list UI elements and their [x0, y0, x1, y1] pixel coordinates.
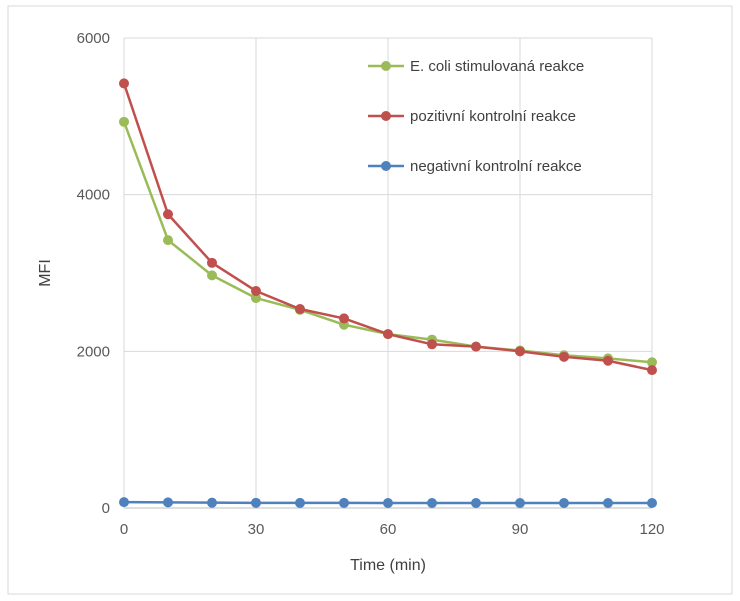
legend-item: E. coli stimulovaná reakce: [368, 58, 584, 75]
data-point: [295, 304, 305, 315]
x-axis-title: Time (min): [350, 557, 426, 574]
data-point: [471, 341, 481, 352]
data-point: [647, 357, 657, 368]
data-point: [515, 497, 525, 508]
y-tick-label: 2000: [77, 343, 110, 360]
data-point: [251, 497, 261, 508]
y-tick-label: 4000: [77, 187, 110, 204]
data-point: [119, 497, 129, 508]
series-2: [119, 497, 657, 508]
data-point: [163, 209, 173, 220]
data-point: [515, 346, 525, 357]
data-point: [559, 497, 569, 508]
legend-marker: [381, 61, 391, 71]
chart-frame: [7, 5, 733, 595]
data-point: [339, 497, 349, 508]
x-tick-label: 60: [380, 521, 397, 538]
data-point: [471, 497, 481, 508]
x-tick-label: 0: [120, 521, 128, 538]
data-point: [647, 497, 657, 508]
y-tick-label: 6000: [77, 30, 110, 47]
data-point: [251, 293, 261, 304]
data-point: [339, 313, 349, 324]
data-point: [603, 497, 613, 508]
x-tick-label: 30: [248, 521, 265, 538]
data-point: [427, 497, 437, 508]
data-point: [119, 116, 129, 127]
data-point: [207, 257, 217, 268]
data-point: [295, 497, 305, 508]
data-point: [119, 78, 129, 89]
data-point: [163, 497, 173, 508]
y-tick-label: 0: [102, 500, 110, 517]
x-tick-label: 120: [639, 521, 664, 538]
tick-labels: 0 2000 4000 6000 0 30 60 90 120: [77, 30, 665, 538]
data-point: [251, 286, 261, 297]
legend-label: negativní kontrolní reakce: [410, 158, 582, 175]
data-point: [207, 270, 217, 281]
y-axis-title: MFI: [37, 259, 54, 287]
legend-marker: [381, 111, 391, 121]
data-point: [383, 497, 393, 508]
data-point: [427, 339, 437, 350]
legend-item: pozitivní kontrolní reakce: [368, 108, 576, 125]
series-lines: [119, 78, 657, 508]
legend-item: negativní kontrolní reakce: [368, 158, 582, 175]
legend-label: pozitivní kontrolní reakce: [410, 108, 576, 125]
data-point: [383, 329, 393, 340]
data-point: [559, 351, 569, 362]
data-point: [207, 497, 217, 508]
x-tick-label: 90: [512, 521, 529, 538]
axes: [7, 5, 733, 595]
legend-marker: [381, 161, 391, 171]
data-point: [163, 235, 173, 246]
data-point: [647, 365, 657, 376]
series-1: [119, 78, 657, 376]
legend-label: E. coli stimulovaná reakce: [410, 58, 584, 75]
legend: E. coli stimulovaná reakce pozitivní kont…: [368, 58, 584, 175]
data-point: [603, 355, 613, 366]
